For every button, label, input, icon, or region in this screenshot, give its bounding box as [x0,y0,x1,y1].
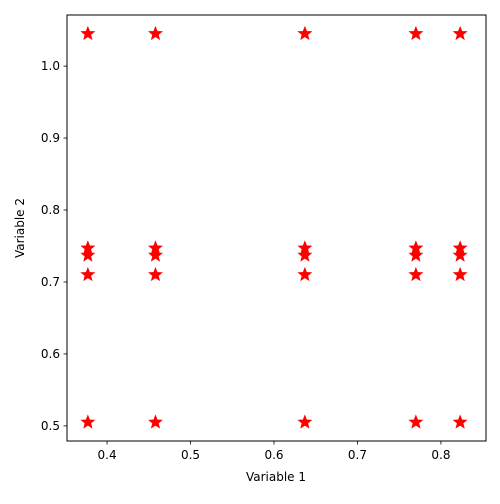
point [297,25,313,41]
y-tick-label: 0.6 [41,347,60,361]
x-tick-label: 0.7 [348,448,367,462]
point [297,266,313,282]
point [408,266,424,282]
point [147,247,163,262]
x-axis-label: Variable 1 [246,470,306,484]
point [80,266,96,282]
y-tick-label: 1.0 [41,59,60,73]
y-tick-label: 0.7 [41,275,60,289]
point [147,414,163,429]
point [297,414,313,429]
plot-frame [66,14,487,442]
x-tick-label: 0.5 [181,448,200,462]
point [80,247,96,262]
point [452,247,468,262]
point [408,25,424,41]
y-axis-label: Variable 2 [13,198,27,258]
point [452,414,468,429]
x-tick-label: 0.4 [98,448,117,462]
y-tick-label: 0.5 [41,419,60,433]
point [80,414,96,429]
point [408,414,424,429]
x-tick-label: 0.6 [264,448,283,462]
point [147,266,163,282]
point [80,25,96,41]
point [408,247,424,262]
y-tick-label: 0.8 [41,203,60,217]
point [147,25,163,41]
x-tick-label: 0.8 [431,448,450,462]
point [452,25,468,41]
y-tick-label: 0.9 [41,131,60,145]
point [297,247,313,262]
point [452,266,468,282]
